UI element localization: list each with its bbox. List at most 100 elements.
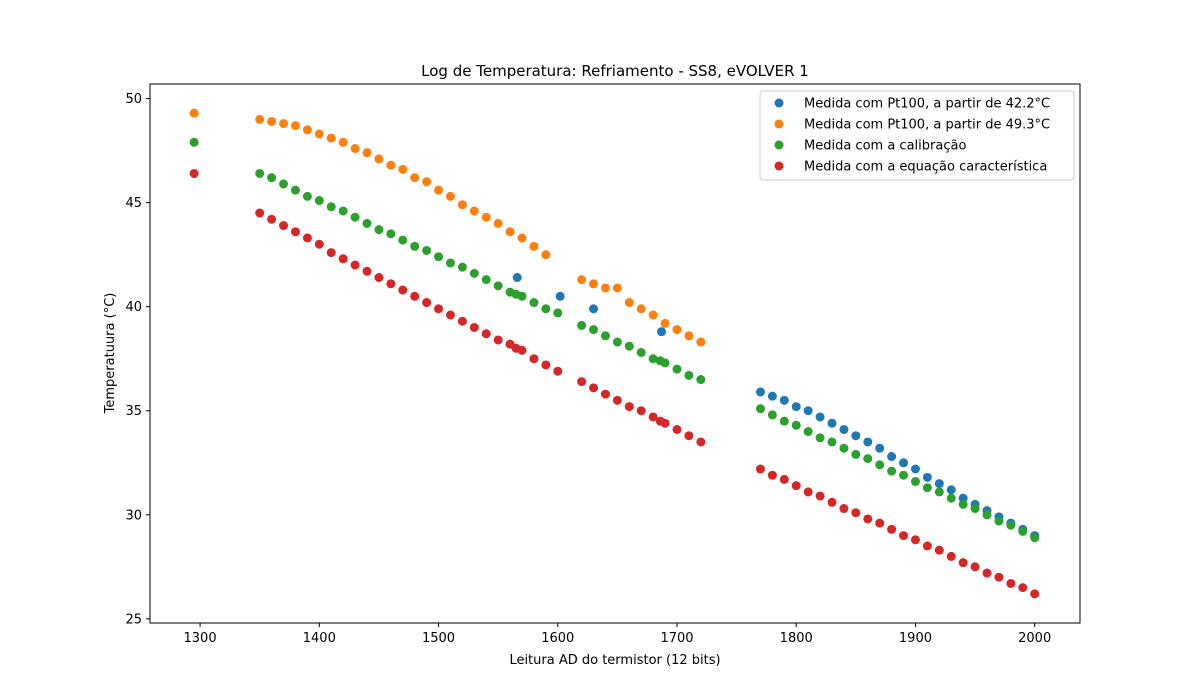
data-point (374, 225, 384, 235)
data-point (555, 291, 565, 301)
axes-frame (149, 83, 1081, 624)
data-point (600, 331, 610, 341)
data-point (326, 133, 336, 143)
data-point (1030, 533, 1040, 543)
legend-marker (774, 161, 784, 171)
data-point (529, 298, 539, 308)
data-point (767, 410, 777, 420)
data-point (1018, 583, 1028, 593)
data-point (875, 518, 885, 528)
data-point (791, 402, 801, 412)
legend: Medida com Pt100, a partir de 42.2°C Medi… (759, 90, 1075, 181)
data-point (541, 250, 551, 260)
data-point (553, 308, 563, 318)
data-point (982, 510, 992, 520)
data-point (1018, 526, 1028, 536)
data-point (422, 177, 432, 187)
data-point (302, 125, 312, 135)
data-point (314, 129, 324, 139)
data-point (803, 487, 813, 497)
data-point (994, 572, 1004, 582)
data-point (672, 364, 682, 374)
data-point (600, 283, 610, 293)
data-point (267, 173, 277, 183)
y-axis-label: Temperatuura (°C) (103, 293, 118, 415)
data-point (815, 412, 825, 422)
data-point (779, 395, 789, 405)
data-point (970, 504, 980, 514)
data-point (398, 164, 408, 174)
y-tick-label: 45 (125, 196, 142, 211)
data-point (827, 418, 837, 428)
y-tick-label: 25 (125, 612, 142, 627)
data-point (290, 185, 300, 195)
data-point (422, 298, 432, 308)
data-point (982, 568, 992, 578)
data-point (922, 541, 932, 551)
data-point (887, 466, 897, 476)
data-point (899, 458, 909, 468)
data-point (517, 233, 527, 243)
data-point (445, 310, 455, 320)
data-point (338, 254, 348, 264)
data-point (815, 491, 825, 501)
data-point (672, 325, 682, 335)
data-point (648, 412, 658, 422)
data-point (994, 516, 1004, 526)
data-point (481, 275, 491, 285)
y-tick-label: 40 (125, 300, 142, 315)
data-point (779, 416, 789, 426)
data-point (279, 221, 289, 231)
data-point (863, 454, 873, 464)
data-point (899, 531, 909, 541)
data-point (398, 235, 408, 245)
y-tick-label: 50 (125, 92, 142, 107)
x-tick-label: 1800 (780, 631, 813, 646)
x-axis-label: Leitura AD do termistor (12 bits) (509, 653, 720, 668)
data-point (779, 474, 789, 484)
data-point (612, 337, 622, 347)
data-point (791, 420, 801, 430)
data-point (922, 472, 932, 482)
data-point (189, 168, 199, 178)
chart-title: Log de Temperatura: Refriamento - SS8, e… (421, 62, 809, 80)
data-point (899, 470, 909, 480)
series-2 (189, 108, 706, 347)
data-point (863, 437, 873, 447)
data-point (577, 275, 587, 285)
data-point (791, 481, 801, 491)
data-point (767, 391, 777, 401)
data-point (326, 202, 336, 212)
data-point (374, 154, 384, 164)
data-point (910, 535, 920, 545)
data-point (314, 239, 324, 249)
data-point (350, 212, 360, 222)
legend-marker (774, 140, 784, 150)
data-point (469, 206, 479, 216)
data-point (910, 476, 920, 486)
data-point (803, 427, 813, 437)
data-point (589, 304, 599, 314)
data-point (624, 298, 634, 308)
series-4 (189, 168, 1040, 599)
data-point (624, 402, 634, 412)
data-point (839, 424, 849, 434)
data-point (302, 191, 312, 201)
data-point (600, 389, 610, 399)
data-point (434, 304, 444, 314)
y-tick-label: 30 (125, 508, 142, 523)
data-point (696, 375, 706, 385)
x-tick-label: 1400 (303, 631, 336, 646)
data-point (696, 437, 706, 447)
data-point (577, 320, 587, 330)
legend-label: Medida com a equação característica (804, 160, 1047, 175)
data-point (875, 443, 885, 453)
data-point (350, 260, 360, 270)
data-point (910, 464, 920, 474)
data-point (755, 464, 765, 474)
data-point (958, 499, 968, 509)
x-tick-label: 1300 (184, 631, 217, 646)
data-point (314, 196, 324, 206)
data-point (457, 200, 467, 210)
